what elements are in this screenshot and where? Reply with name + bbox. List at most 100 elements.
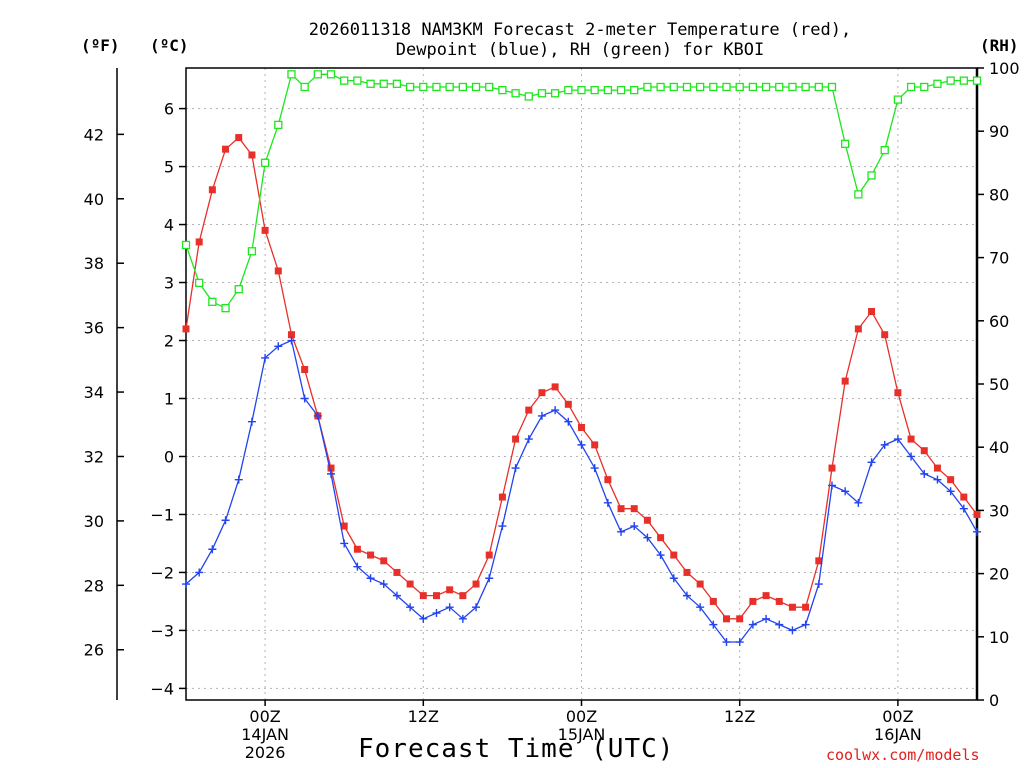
2-meter-temperature-point (854, 325, 862, 333)
rh-tick-label: 70 (989, 249, 1009, 268)
2-meter-temperature-point (841, 377, 849, 385)
fahrenheit-tick-label: 30 (84, 512, 104, 531)
rh-point (920, 82, 929, 92)
2-meter-temperature-point (828, 464, 836, 472)
2-meter-temperature-point (261, 226, 269, 234)
rh-point (432, 82, 441, 92)
rh-point (274, 120, 283, 130)
dewpoint-point (498, 522, 507, 531)
2-meter-temperature-point (406, 580, 414, 588)
dewpoint-point (590, 464, 599, 473)
rh-point (234, 285, 243, 294)
dewpoint-point (274, 342, 283, 351)
rh-tick-label: 100 (989, 59, 1020, 78)
dewpoint-point (722, 638, 731, 647)
dewpoint-point (221, 516, 230, 525)
rh-point (498, 85, 507, 95)
dewpoint-point (379, 580, 388, 589)
celsius-tick-label: −1 (150, 505, 174, 524)
rh-point (669, 82, 678, 92)
2-meter-temperature-point (749, 597, 757, 605)
dewpoint-point (748, 620, 757, 629)
rh-point (379, 79, 388, 88)
2-meter-temperature-point (182, 325, 190, 333)
dewpoint-point (735, 638, 744, 647)
dewpoint-point (867, 458, 876, 467)
2-meter-temperature-point (564, 400, 572, 408)
rh-point (326, 70, 336, 79)
dewpoint-point (656, 551, 665, 560)
dewpoint-point (432, 609, 441, 618)
dewpoint-point (603, 498, 612, 507)
2-meter-temperature-point (446, 586, 454, 594)
rh-tick-label: 90 (989, 122, 1009, 141)
fahrenheit-tick-label: 26 (84, 641, 104, 660)
chart-title-line2: Dewpoint (blue), RH (green) for KBOI (395, 40, 765, 60)
rh-point (340, 76, 349, 85)
dewpoint-point (287, 336, 296, 345)
rh-point (946, 76, 955, 85)
2-meter-temperature-point (775, 597, 783, 605)
rh-point (537, 89, 547, 98)
fahrenheit-tick-label: 40 (84, 190, 104, 209)
dewpoint-point (261, 353, 270, 362)
2-meter-temperature-point (736, 615, 744, 623)
rh-point (445, 82, 454, 92)
dewpoint-point (551, 406, 560, 415)
celsius-tick-label: −3 (150, 621, 174, 640)
dewpoint-point (340, 539, 349, 548)
rh-point (656, 82, 665, 92)
chart-title-line1: 2026011318 NAM3KM Forecast 2-meter Tempe… (308, 20, 852, 40)
rh-tick-label: 60 (989, 312, 1009, 331)
dewpoint-point (788, 626, 797, 635)
rh-point (221, 304, 230, 313)
x-tick-label: 00Z (882, 707, 913, 726)
rh-point (353, 76, 362, 85)
rh-point (616, 85, 626, 95)
rh-point (933, 79, 942, 88)
rh-point (801, 82, 810, 92)
dewpoint-point (617, 527, 626, 536)
dewpoint-point (234, 475, 243, 484)
rh-point (485, 82, 494, 92)
x-tick-label: 00Z (566, 707, 597, 726)
2-meter-temperature-point (709, 597, 717, 605)
rh-point (722, 82, 731, 92)
rh-point (287, 70, 296, 79)
rh-point (195, 278, 204, 288)
rh-point (511, 89, 520, 98)
dewpoint-point (920, 469, 929, 478)
celsius-tick-label: 4 (164, 216, 174, 235)
rh-point (313, 70, 322, 79)
dewpoint-point (682, 591, 691, 600)
rh-point (972, 76, 982, 85)
2-meter-temperature-point (551, 383, 559, 391)
dewpoint-point (392, 591, 401, 600)
2-meter-temperature-point (788, 603, 796, 611)
dewpoint-point (419, 614, 428, 623)
rh-point (471, 82, 481, 92)
dewpoint-point (445, 603, 454, 612)
dewpoint-point (630, 522, 639, 531)
fahrenheit-tick-label: 38 (84, 254, 104, 273)
2-meter-temperature-point (630, 505, 638, 513)
2-meter-temperature-point (617, 505, 625, 513)
dewpoint-point (511, 464, 520, 473)
rh-point (696, 82, 705, 92)
dewpoint-point (959, 504, 968, 513)
rh-point (208, 297, 217, 306)
2-meter-temperature-point (367, 551, 375, 559)
rh-point (788, 82, 797, 92)
grid (186, 68, 977, 700)
rh-point (880, 146, 889, 155)
rh-point (247, 247, 257, 256)
rh-point (735, 82, 744, 92)
2-meter-temperature-point (604, 476, 612, 484)
2-meter-temperature-point (578, 423, 585, 431)
dewpoint-point (485, 574, 494, 583)
dewpoint-point (669, 574, 678, 583)
rh-point (419, 82, 428, 92)
2-meter-temperature-point (723, 615, 731, 623)
dewpoint-point (854, 498, 863, 507)
x-tick-label: 12Z (408, 707, 439, 726)
